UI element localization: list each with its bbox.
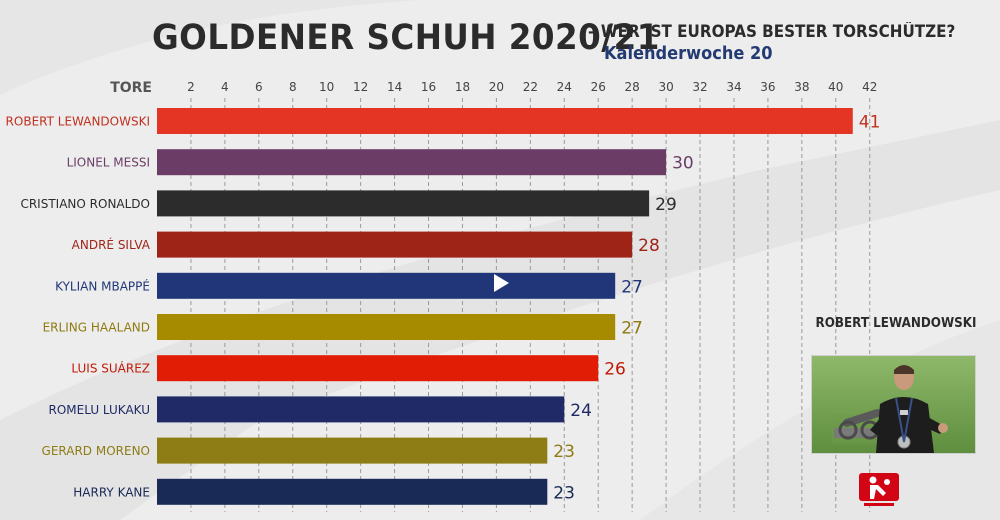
x-axis-label: TORE: [110, 80, 152, 96]
player-photo: [811, 355, 976, 454]
x-tick-label: 10: [319, 80, 334, 94]
x-tick-label: 4: [221, 80, 229, 94]
value-label: 29: [655, 195, 677, 215]
category-label: CRISTIANO RONALDO: [20, 197, 150, 211]
x-tick-label: 8: [289, 80, 297, 94]
x-tick-label: 30: [658, 80, 673, 94]
x-tick-label: 16: [421, 80, 436, 94]
x-tick-label: 42: [862, 80, 877, 94]
x-tick-label: 38: [794, 80, 809, 94]
category-label: ROBERT LEWANDOWSKI: [6, 115, 150, 129]
value-label: 30: [672, 154, 694, 174]
x-tick-label: 14: [387, 80, 402, 94]
bar: [157, 149, 667, 176]
bar: [157, 108, 853, 134]
bar: [157, 355, 599, 382]
category-label: ROMELU LUKAKU: [49, 403, 150, 417]
x-tick-label: 36: [760, 80, 775, 94]
category-label: GERARD MORENO: [42, 444, 150, 458]
bar: [157, 272, 616, 299]
value-label: 28: [638, 236, 660, 256]
bar: [157, 478, 548, 505]
bar: [157, 314, 616, 340]
category-label: LUIS SUÁREZ: [71, 361, 150, 376]
value-label: 23: [553, 442, 575, 462]
page-subtitle: – WER IST EUROPAS BESTER TORSCHÜTZE?: [588, 22, 956, 41]
x-tick-label: 22: [523, 80, 538, 94]
bar: [157, 396, 565, 423]
x-tick-label: 28: [625, 80, 640, 94]
category-label: KYLIAN MBAPPÉ: [55, 278, 150, 293]
bar: [157, 437, 548, 464]
x-tick-label: 24: [557, 80, 572, 94]
value-label: 24: [570, 401, 592, 421]
bar: [157, 231, 633, 258]
value-label: 41: [859, 113, 881, 133]
x-tick-label: 26: [591, 80, 606, 94]
value-label: 27: [621, 277, 643, 297]
x-tick-label: 2: [187, 80, 195, 94]
category-label: LIONEL MESSI: [67, 156, 150, 170]
page-title: GOLDENER SCHUH 2020/21: [152, 18, 660, 58]
category-label: HARRY KANE: [73, 485, 150, 499]
calendar-week: Kalenderwoche 20: [604, 43, 773, 64]
bar: [157, 190, 650, 217]
value-label: 23: [553, 483, 575, 503]
value-label: 27: [621, 319, 643, 339]
x-tick-label: 32: [692, 80, 707, 94]
value-label: 26: [604, 360, 626, 380]
category-label: ANDRÉ SILVA: [72, 237, 151, 252]
x-tick-label: 40: [828, 80, 843, 94]
x-tick-label: 34: [726, 80, 741, 94]
x-tick-label: 18: [455, 80, 470, 94]
x-tick-label: 12: [353, 80, 368, 94]
x-tick-label: 6: [255, 80, 263, 94]
bundesliga-logo: [856, 473, 902, 509]
spotlight-player-name: ROBERT LEWANDOWSKI: [815, 316, 977, 331]
category-label: ERLING HAALAND: [43, 321, 150, 335]
play-icon[interactable]: [492, 273, 510, 297]
x-tick-label: 20: [489, 80, 504, 94]
